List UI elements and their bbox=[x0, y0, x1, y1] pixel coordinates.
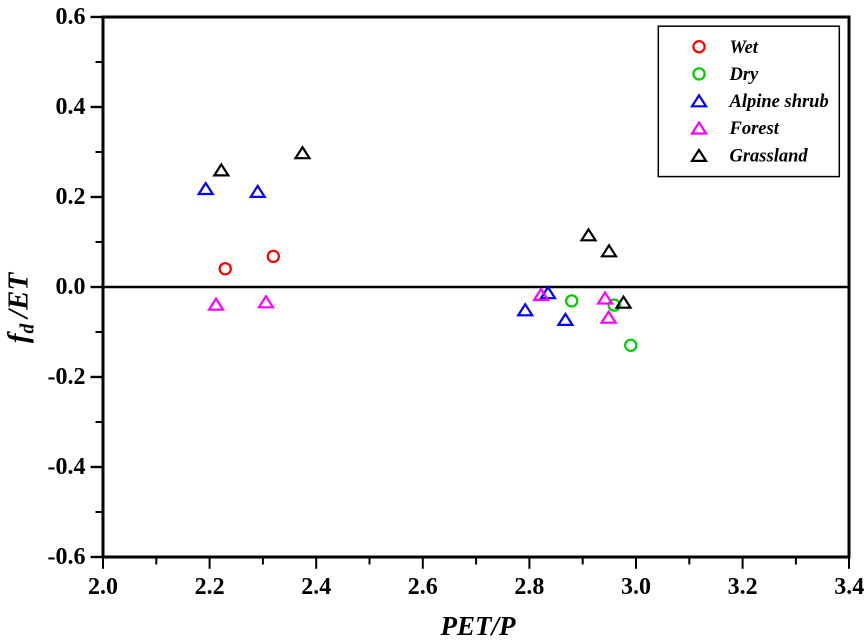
svg-text:PET/P: PET/P bbox=[440, 611, 516, 641]
svg-text:Wet: Wet bbox=[730, 38, 759, 58]
svg-text:-0.6: -0.6 bbox=[48, 544, 86, 570]
svg-text:2.8: 2.8 bbox=[514, 574, 544, 600]
svg-text:Grassland: Grassland bbox=[730, 147, 809, 167]
svg-text:0.2: 0.2 bbox=[56, 184, 86, 210]
svg-text:3.0: 3.0 bbox=[621, 574, 651, 600]
svg-text:3.4: 3.4 bbox=[834, 574, 864, 600]
svg-text:2.2: 2.2 bbox=[195, 574, 225, 600]
svg-text:2.6: 2.6 bbox=[408, 574, 438, 600]
svg-text:0.6: 0.6 bbox=[56, 4, 86, 30]
svg-text:-0.4: -0.4 bbox=[48, 454, 86, 480]
svg-text:Dry: Dry bbox=[729, 65, 760, 85]
svg-text:2.4: 2.4 bbox=[301, 574, 331, 600]
svg-text:0.0: 0.0 bbox=[56, 274, 86, 300]
svg-text:0.4: 0.4 bbox=[56, 94, 86, 120]
svg-text:Alpine shrub: Alpine shrub bbox=[729, 92, 829, 112]
svg-text:Forest: Forest bbox=[729, 119, 780, 139]
svg-text:2.0: 2.0 bbox=[88, 574, 118, 600]
svg-text:3.2: 3.2 bbox=[728, 574, 758, 600]
svg-text:fd /ET: fd /ET bbox=[3, 272, 39, 344]
svg-text:-0.2: -0.2 bbox=[48, 364, 86, 390]
